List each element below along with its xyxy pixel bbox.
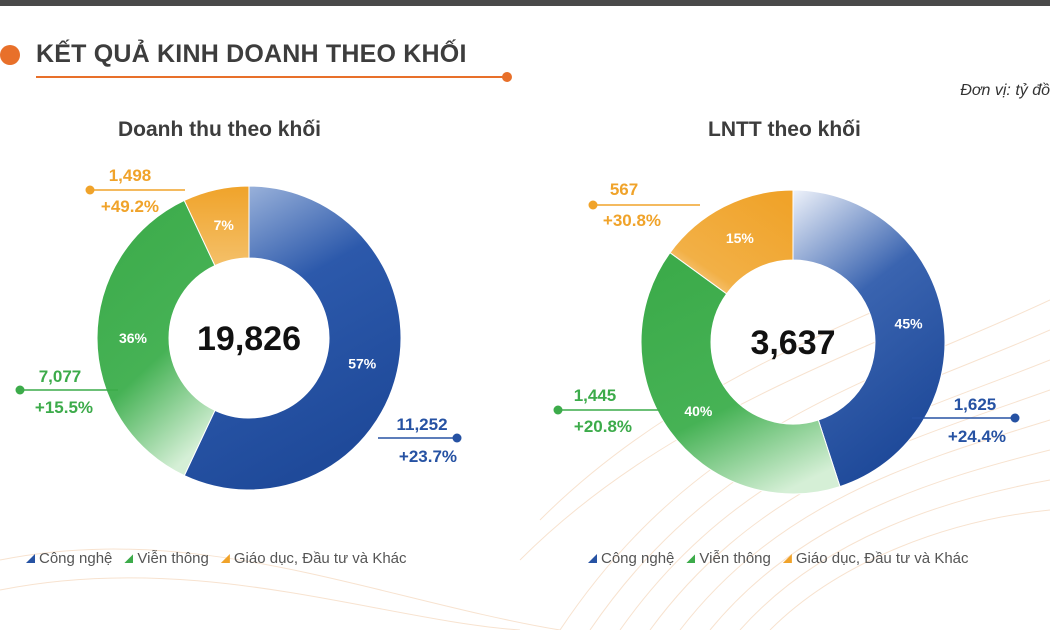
chart-1-legend: Công nghệ Viễn thông Giáo dục, Đầu tư và K… xyxy=(26,550,407,567)
chart-2-callout-dot-green xyxy=(553,405,563,415)
chart-1-pct-label-orange: 7% xyxy=(214,217,235,233)
title-bullet-icon xyxy=(0,45,20,65)
chart-2-total-label: 3,637 xyxy=(750,324,835,362)
legend-swatch-orange-icon xyxy=(220,554,230,563)
legend-swatch-orange-icon xyxy=(782,554,792,563)
chart-2-legend-label-blue: Công nghệ xyxy=(601,550,675,567)
unit-label: Đơn vị: tỷ đồ xyxy=(960,82,1050,99)
chart-1-legend-item-blue: Công nghệ xyxy=(26,550,112,567)
chart-2-legend: Công nghệ Viễn thông Giáo dục, Đầu tư và K… xyxy=(588,550,969,567)
chart-2-slice-orange xyxy=(669,189,794,295)
chart-2-growth-label-orange: +30.8% xyxy=(603,211,661,230)
chart-1-callout-dot-blue xyxy=(452,433,462,443)
chart-1-slice-green xyxy=(96,199,216,477)
legend-swatch-green-icon xyxy=(124,554,134,563)
title-underline xyxy=(36,76,506,78)
chart-2-value-label-blue: 1,625 xyxy=(954,395,997,414)
chart-1-growth-label-green: +15.5% xyxy=(35,398,93,417)
chart-2-title: LNTT theo khối xyxy=(708,118,861,141)
chart-2-value-label-orange: 567 xyxy=(610,180,638,199)
chart-1-growth-label-blue: +23.7% xyxy=(399,447,457,466)
chart-2-legend-label-orange: Giáo dục, Đầu tư và Khác xyxy=(795,550,969,567)
chart-1-value-label-blue: 11,252 xyxy=(396,415,447,434)
chart-1-legend-item-green: Viễn thông xyxy=(124,550,209,567)
legend-swatch-blue-icon xyxy=(26,554,35,563)
chart-2-value-label-green: 1,445 xyxy=(574,386,617,405)
chart-2-slice-blue xyxy=(792,189,946,488)
chart-1-value-label-orange: 1,498 xyxy=(109,166,152,185)
chart-1-pct-label-blue: 57% xyxy=(348,355,377,371)
chart-1-growth-label-orange: +49.2% xyxy=(101,197,159,216)
chart-1-pct-label-green: 36% xyxy=(119,330,148,346)
chart-2-legend-label-green: Viễn thông xyxy=(699,550,771,567)
chart-2-callout-dot-orange xyxy=(588,200,598,210)
chart-1-callout-dot-orange xyxy=(85,185,95,195)
legend-swatch-blue-icon xyxy=(588,554,597,563)
title-underline-dot-icon xyxy=(502,72,512,82)
chart-2-slice-green xyxy=(640,251,841,495)
chart-2-legend-item-orange: Giáo dục, Đầu tư và Khác xyxy=(782,550,969,567)
chart-1-slice-blue xyxy=(183,185,402,491)
chart-2-callout-dot-blue xyxy=(1010,413,1020,423)
chart-1-legend-item-orange: Giáo dục, Đầu tư và Khác xyxy=(220,550,407,567)
top-bar xyxy=(0,0,1050,6)
chart-2-growth-label-green: +20.8% xyxy=(574,417,632,436)
chart-2-pct-label-blue: 45% xyxy=(895,316,924,332)
page-title: KẾT QUẢ KINH DOANH THEO KHỐI xyxy=(36,40,467,68)
chart-1-value-label-green: 7,077 xyxy=(39,367,82,386)
chart-2-legend-item-blue: Công nghệ xyxy=(588,550,674,567)
chart-2-growth-label-blue: +24.4% xyxy=(948,427,1006,446)
chart-2-pct-label-orange: 15% xyxy=(726,230,755,246)
chart-1-legend-label-orange: Giáo dục, Đầu tư và Khác xyxy=(233,550,407,567)
chart-1-title: Doanh thu theo khối xyxy=(118,118,321,141)
chart-2-pct-label-green: 40% xyxy=(684,403,713,419)
chart-1-legend-label-green: Viễn thông xyxy=(137,550,209,567)
chart-1-slice-orange xyxy=(183,185,250,267)
chart-2-legend-item-green: Viễn thông xyxy=(686,550,771,567)
chart-1-total-label: 19,826 xyxy=(197,320,301,358)
legend-swatch-green-icon xyxy=(686,554,696,563)
chart-1-callout-dot-green xyxy=(15,385,25,395)
chart-1-legend-label-blue: Công nghệ xyxy=(39,550,113,567)
